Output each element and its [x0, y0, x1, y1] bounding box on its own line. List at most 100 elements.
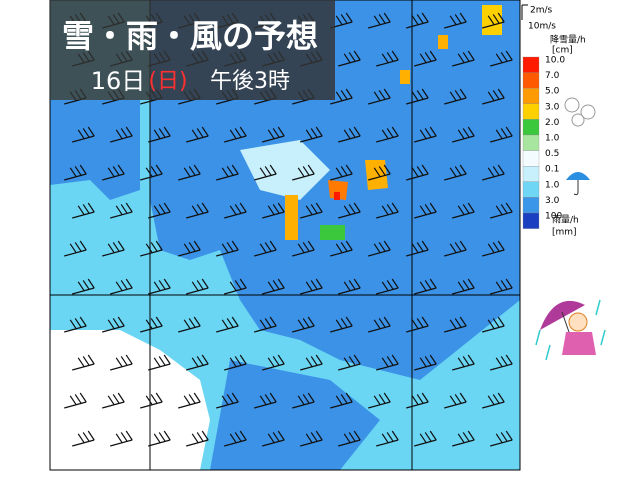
wind-barb — [490, 278, 513, 295]
wind-barb — [148, 354, 171, 371]
barb-staff — [140, 401, 163, 409]
barb-flag — [467, 50, 475, 61]
barb-flag — [226, 166, 234, 176]
wind-barb — [140, 316, 163, 333]
barb-staff — [186, 439, 209, 447]
wind-barb — [444, 88, 467, 105]
barb-staff — [186, 211, 209, 219]
wind-barb — [224, 278, 247, 295]
barb-flag — [74, 394, 82, 404]
barb-flag — [201, 354, 209, 365]
barb-staff — [414, 211, 437, 219]
barb-flag — [381, 281, 389, 292]
barb-flag — [272, 204, 280, 214]
barb-flag — [421, 240, 429, 251]
barb-staff — [482, 401, 505, 409]
barb-flag — [345, 392, 353, 403]
barb-flag — [69, 319, 77, 330]
barb-flag — [297, 395, 305, 406]
barb-flag — [391, 354, 399, 365]
rain-area — [210, 360, 380, 470]
barb-flag — [82, 204, 90, 214]
wind-barb — [224, 126, 247, 143]
barb-staff — [406, 173, 429, 181]
barb-flag — [419, 129, 427, 140]
barb-flag — [229, 281, 237, 292]
wind-barb — [490, 354, 513, 371]
weekday: (日) — [148, 69, 187, 94]
barb-flag — [269, 240, 277, 251]
barb-flag — [239, 430, 247, 441]
barb-staff — [224, 135, 247, 143]
barb-flag — [487, 319, 495, 330]
barb-flag — [125, 202, 133, 213]
barb-staff — [376, 135, 399, 143]
barb-flag — [497, 12, 505, 23]
scale-label: 7.0 — [545, 71, 560, 81]
character-umbrella — [540, 300, 585, 330]
scale-swatch — [522, 119, 540, 136]
rain-title: 雨量/h — [552, 215, 579, 226]
barb-staff — [148, 287, 171, 295]
barb-flag — [269, 164, 277, 175]
barb-flag — [378, 14, 386, 24]
barb-flag — [74, 318, 82, 328]
barb-flag — [188, 166, 196, 176]
barb-flag — [449, 319, 457, 330]
barb-flag — [193, 164, 201, 175]
wind-barb — [368, 316, 391, 333]
wind-barb — [490, 202, 513, 219]
wind-barb — [224, 354, 247, 371]
barb-flag — [378, 166, 386, 176]
snowflake — [571, 113, 585, 127]
barb-staff — [186, 363, 209, 371]
barb-flag — [411, 395, 419, 406]
barb-staff — [330, 97, 353, 105]
barb-flag — [310, 204, 318, 214]
barb-flag — [495, 205, 503, 216]
grid — [49, 0, 521, 471]
scale-label: 0.1 — [545, 165, 559, 175]
wind-barb — [186, 202, 209, 219]
barb-flag — [495, 53, 503, 64]
barb-staff — [140, 325, 163, 333]
wind-barb — [330, 392, 353, 409]
wind-barb — [262, 430, 285, 447]
wind-barb — [254, 392, 277, 409]
barb-flag — [454, 166, 462, 176]
wind-barb — [292, 392, 315, 409]
wind-barb — [444, 240, 467, 257]
barb-flag — [467, 202, 475, 213]
barb-flag — [153, 205, 161, 216]
barb-staff — [490, 363, 513, 371]
barb-staff — [64, 401, 87, 409]
barb-flag — [158, 128, 166, 138]
barb-staff — [262, 135, 285, 143]
barb-flag — [229, 129, 237, 140]
barb-flag — [348, 356, 356, 366]
wind-barb — [178, 164, 201, 181]
barb-flag — [391, 126, 399, 137]
barb-flag — [264, 166, 272, 176]
barb-flag — [462, 280, 470, 290]
barb-flag — [492, 318, 500, 328]
barb-staff — [64, 173, 87, 181]
umbrella-icon — [566, 172, 590, 196]
barb-flag — [505, 278, 513, 289]
barb-flag — [335, 319, 343, 330]
barb-flag — [87, 278, 95, 289]
barb-flag — [505, 50, 513, 61]
barb-flag — [419, 357, 427, 368]
barb-flag — [454, 242, 462, 252]
barb-flag — [196, 280, 204, 290]
scale-label: 1.0 — [545, 134, 560, 144]
wind-barb — [338, 202, 361, 219]
barb-flag — [150, 166, 158, 176]
barb-flag — [302, 318, 310, 328]
wind-barb — [482, 316, 505, 333]
scale-label: 2.0 — [545, 118, 560, 128]
barb-flag — [449, 395, 457, 406]
wind-barb — [140, 164, 163, 181]
barb-flag — [386, 52, 394, 62]
barb-flag — [307, 164, 315, 175]
